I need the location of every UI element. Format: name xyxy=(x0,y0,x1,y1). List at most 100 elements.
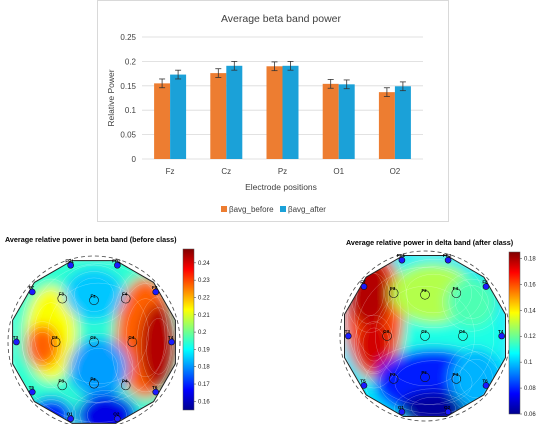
electrode-f7 xyxy=(360,283,368,290)
electrode-label: F8 xyxy=(152,285,158,290)
topomap-region xyxy=(446,276,498,328)
electrode-label: Pz xyxy=(421,370,427,375)
y-tick-label: 0.25 xyxy=(120,33,136,42)
contour-line xyxy=(394,360,473,406)
contour-line xyxy=(395,266,472,321)
electrode-c3 xyxy=(382,331,392,341)
electrode-o2 xyxy=(444,408,452,416)
electrode-label: Fz xyxy=(421,288,427,293)
head-circle-before xyxy=(7,255,181,424)
electrode-fp1 xyxy=(398,256,406,264)
topomap-title-before: Average relative power in beta band (bef… xyxy=(5,235,177,244)
head-outline-after xyxy=(344,255,506,417)
colorbar-tick-label: 0.08 xyxy=(524,386,536,392)
electrode-label: P3 xyxy=(58,378,64,383)
electrode-label: Pz xyxy=(90,377,96,382)
electrode-fp2 xyxy=(444,256,452,264)
colorbar-tick-label: 0.1 xyxy=(524,360,533,366)
bar-O2-1 xyxy=(394,86,411,159)
electrode-t4 xyxy=(498,332,505,340)
electrode-label: T5 xyxy=(360,378,366,383)
electrode-fz xyxy=(89,295,99,306)
bar-Cz-1 xyxy=(226,65,243,159)
colorbar-tick-label: 0.2 xyxy=(198,330,207,336)
colorbar-tick-label: 0.24 xyxy=(198,261,210,267)
legend-swatch-after xyxy=(280,206,286,212)
contour-line xyxy=(145,318,172,375)
electrode-label: F7 xyxy=(29,285,35,290)
contour-line xyxy=(448,278,495,326)
contour-line xyxy=(22,321,63,372)
contour-line xyxy=(12,260,176,423)
electrode-t5 xyxy=(28,388,36,396)
contour-line xyxy=(344,255,409,389)
bar-O1-0 xyxy=(322,83,339,159)
topomap-region xyxy=(357,319,391,370)
topomap-after: FP1 FP2 F7 F3 Fz F4 F8 T3 C3 Cz C4 T4 T5 P3 Pz P4 T6 O1 O2… xyxy=(339,250,536,422)
electrode-label: P4 xyxy=(122,378,128,383)
electrode-label: C3 xyxy=(383,329,389,334)
electrode-t3 xyxy=(13,338,20,346)
colorbar-ticks-before: 0.24 0.23 0.22 0.21 0.2 0.19 0.18 0.17 0.16 xyxy=(194,261,210,405)
electrodes-after: FP1 FP2 F7 F3 Fz F4 F8 T3 C3 Cz C4 T4 T5 P3 Pz P4 T6 O1 O2 xyxy=(345,253,505,416)
topomap-region xyxy=(68,337,129,398)
electrode-cz xyxy=(89,337,99,347)
electrode-p4 xyxy=(120,380,131,391)
colorbar-tick-label: 0.22 xyxy=(198,295,210,301)
topomap-title-after: Average relative power in delta band (af… xyxy=(346,238,514,247)
electrode-label: T3 xyxy=(345,329,351,334)
contour-line xyxy=(26,326,59,366)
y-tick-label: 0.15 xyxy=(120,82,136,91)
electrode-label: F8 xyxy=(482,280,488,285)
bar-O2-0 xyxy=(378,92,395,159)
colorbar-tick-label: 0.06 xyxy=(524,412,536,418)
contour-line xyxy=(375,286,475,386)
bar-Pz-1 xyxy=(282,65,299,159)
colorbar-ticks-after: 0.18 0.16 0.14 0.12 0.1 0.08 0.06 xyxy=(520,256,536,418)
x-tick-label: Pz xyxy=(278,167,287,176)
contour-line xyxy=(33,302,69,365)
contour-line xyxy=(405,273,462,314)
electrode-o1 xyxy=(67,415,74,423)
contour-line xyxy=(384,259,483,328)
contour-line xyxy=(125,298,166,378)
y-tick-label: 0 xyxy=(132,155,137,164)
electrode-label: O1 xyxy=(67,412,74,417)
electrode-c3 xyxy=(50,337,61,347)
topomap-region xyxy=(25,324,60,368)
colorbar-tick-label: 0.16 xyxy=(198,399,210,405)
electrode-label: F3 xyxy=(59,292,65,297)
electrode-label: F4 xyxy=(122,292,128,297)
x-tick-label: O1 xyxy=(333,167,344,176)
electrode-o1 xyxy=(398,408,406,416)
contour-line xyxy=(63,332,134,403)
electrode-f4 xyxy=(451,288,462,298)
electrode-cz xyxy=(420,331,430,341)
contour-line xyxy=(354,273,394,357)
contour-line xyxy=(411,396,456,417)
colorbar-tick-label: 0.16 xyxy=(524,282,536,288)
x-tick-label: Fz xyxy=(166,167,175,176)
bar-series xyxy=(154,61,411,159)
chart-legend: βavg_before βavg_after xyxy=(221,205,326,214)
electrodes-before: FP1 FP2 F7 F3 Fz F4 F8 T3 C3 Cz C4 T4 T5 P3 Pz P4 T6 O1 O2 xyxy=(13,258,175,423)
electrode-label: T5 xyxy=(29,385,35,390)
electrode-label: Fz xyxy=(90,293,96,298)
electrode-label: Cz xyxy=(90,335,96,340)
bar-chart: Average beta band power 00.050.10.150.20… xyxy=(106,13,423,214)
head-outline-before xyxy=(12,260,176,424)
contour-line xyxy=(459,358,493,399)
electrode-f3 xyxy=(388,288,399,298)
colorbar-after xyxy=(508,251,521,415)
contour-line xyxy=(74,277,114,312)
electrode-label: FP2 xyxy=(443,253,452,258)
y-axis-label: Relative Power xyxy=(106,69,116,126)
contour-line xyxy=(358,321,390,368)
contour-line xyxy=(28,263,169,404)
electrode-label: P3 xyxy=(390,372,396,377)
electrode-label: T6 xyxy=(152,385,158,390)
electrode-pz xyxy=(420,372,430,383)
electrode-label: O2 xyxy=(444,405,451,410)
electrode-c4 xyxy=(458,331,468,341)
contour-line xyxy=(78,347,119,388)
